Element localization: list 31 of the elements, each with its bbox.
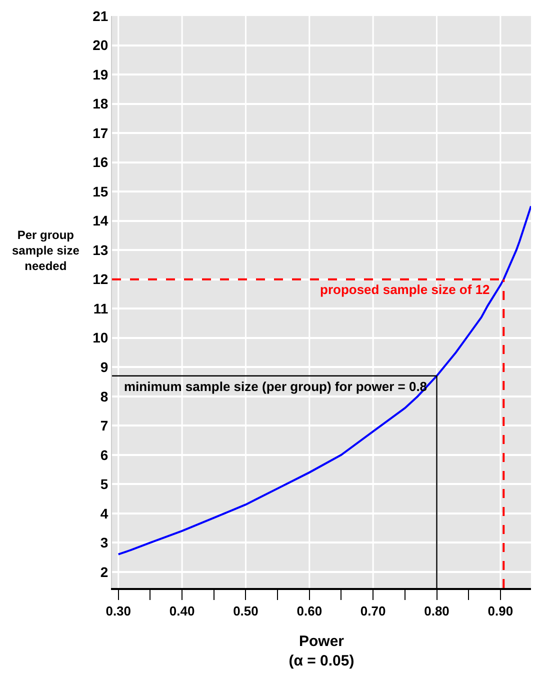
x-tick-label: 0.70 (360, 603, 386, 618)
y-tick-label: 21 (92, 8, 108, 24)
x-axis-title: Power (α = 0.05) (288, 632, 354, 670)
y-tick-label: 3 (100, 534, 108, 551)
ref-line-label: proposed sample size of 12 (320, 282, 490, 297)
x-tick-label: 0.80 (424, 603, 450, 618)
y-tick-label: 11 (93, 300, 108, 316)
y-tick-label: 2 (100, 564, 108, 580)
y-axis-title: Per group sample size needed (12, 228, 80, 274)
y-tick-label: 17 (92, 124, 108, 141)
y-tick-label: 6 (100, 446, 108, 463)
x-tick-label: 0.60 (296, 603, 322, 618)
y-tick-label: 5 (100, 476, 108, 492)
y-tick-label: 15 (92, 183, 108, 200)
y-tick-label: 16 (92, 154, 108, 170)
y-tick-label: 18 (92, 96, 108, 112)
y-tick-label: 14 (92, 212, 108, 229)
x-tick-label: 0.30 (106, 603, 132, 618)
x-tick-label: 0.40 (169, 603, 195, 618)
y-tick-label: 12 (92, 271, 108, 288)
y-tick-label: 10 (92, 330, 108, 346)
x-tick-label: 0.50 (233, 603, 258, 618)
x-tick-label: 0.90 (488, 603, 514, 618)
y-tick-label: 19 (92, 66, 108, 82)
y-tick-label: 8 (100, 388, 108, 404)
y-tick-label: 9 (100, 359, 108, 375)
ref-line-label: minimum sample size (per group) for power = 0.8 (124, 379, 428, 394)
y-tick-label: 7 (100, 418, 108, 434)
y-tick-label: 20 (92, 37, 108, 54)
y-tick-label: 4 (100, 505, 108, 522)
y-tick-label: 13 (92, 242, 108, 258)
